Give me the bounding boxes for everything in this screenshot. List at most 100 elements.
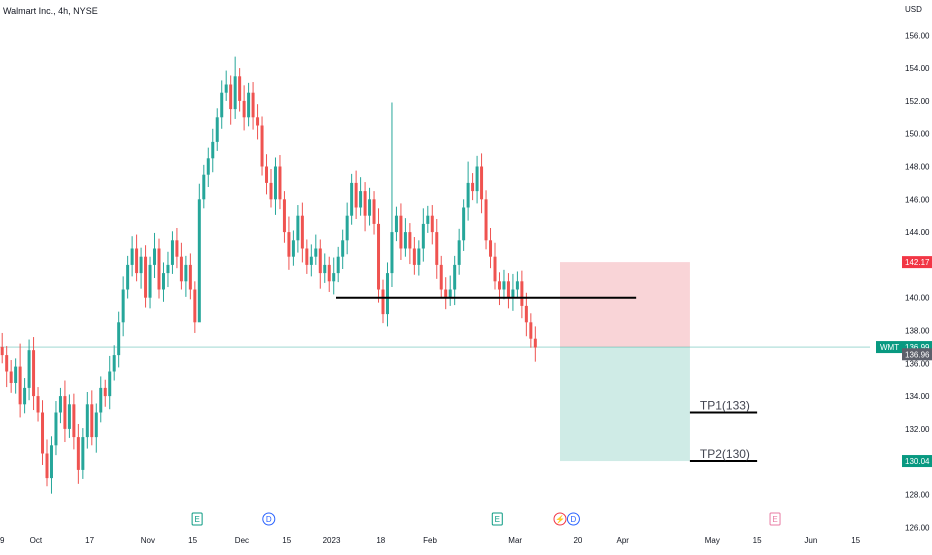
candle-body [439, 264, 443, 290]
candle-body [72, 404, 76, 438]
candle-body [489, 240, 493, 257]
candle-body [41, 412, 45, 454]
candle-body [5, 355, 9, 372]
symbol-badge-price: 136.99 [905, 343, 930, 352]
earnings-event-icon[interactable] [491, 512, 503, 526]
earnings-event-letter: E [772, 515, 777, 524]
candle-body [287, 232, 291, 257]
candle-body [126, 264, 130, 290]
candle-body [417, 248, 421, 265]
candle-body [350, 182, 354, 216]
earnings-event-icon[interactable] [191, 512, 203, 526]
candle-body [444, 289, 448, 298]
stop-loss-zone[interactable] [560, 262, 690, 348]
take-profit-zone[interactable] [560, 347, 690, 462]
candle-body [135, 248, 139, 274]
candle-body [233, 76, 237, 110]
x-tick-label: Jun [804, 536, 817, 545]
candle-body [238, 76, 242, 101]
candle-body [377, 223, 381, 290]
candle-body [502, 281, 506, 290]
currency-label: USD [905, 5, 922, 14]
x-tick-label: 17 [85, 536, 94, 545]
split-event-icon[interactable] [553, 512, 567, 526]
candle-body [394, 215, 398, 233]
y-tick-label: 126.00 [905, 523, 930, 532]
candle-body [153, 248, 157, 265]
candle-body [435, 232, 439, 265]
price-badge-text: 136.96 [905, 350, 930, 359]
x-tick-label: 19 [0, 536, 5, 545]
candle-body [85, 404, 89, 438]
x-tick-label: Apr [616, 536, 629, 545]
candle-body [533, 338, 537, 348]
y-tick-label: 156.00 [905, 31, 930, 40]
candle-body [220, 92, 224, 118]
candle-body [251, 92, 255, 118]
x-tick-label: Nov [141, 536, 155, 545]
candle-body [506, 281, 510, 298]
candle-body [336, 256, 340, 274]
candle-body [166, 264, 170, 274]
earnings-event-icon[interactable] [769, 512, 781, 526]
candle-body [36, 396, 40, 413]
candle-body [224, 84, 228, 93]
x-tick-label: 20 [573, 536, 582, 545]
candle-body [318, 248, 322, 274]
candle-body [197, 199, 201, 323]
price-badge-text: 130.04 [905, 457, 930, 466]
candle-body [323, 264, 327, 274]
dividend-event-icon[interactable] [566, 512, 580, 526]
candle-body [170, 240, 174, 265]
candle-body [242, 100, 246, 118]
candle-body [399, 215, 403, 249]
candle-body [296, 215, 300, 241]
candle-body [368, 199, 372, 216]
x-tick-label: Feb [423, 536, 437, 545]
x-tick-label: 15 [753, 536, 762, 545]
dividend-event-icon[interactable] [262, 512, 276, 526]
split-event-letter: ⚡ [555, 514, 565, 524]
price-badge [902, 256, 932, 269]
price-badge [902, 348, 932, 361]
x-tick-label: May [705, 536, 720, 545]
candle-body [108, 371, 112, 397]
candle-body [269, 182, 273, 200]
y-tick-label: 146.00 [905, 195, 930, 204]
candle-body [23, 387, 27, 405]
candle-body [327, 264, 331, 282]
candle-body [354, 182, 358, 208]
y-tick-label: 128.00 [905, 491, 930, 500]
x-tick-label: Dec [235, 536, 249, 545]
candle-body [18, 366, 22, 405]
candle-body [103, 387, 107, 397]
candle-body [247, 92, 251, 118]
dividend-event-letter: D [571, 515, 577, 524]
y-tick-label: 144.00 [905, 228, 930, 237]
y-axis-panel[interactable] [870, 0, 932, 550]
candle-body [63, 396, 67, 429]
candle-body [0, 346, 4, 356]
candle-body [403, 232, 407, 249]
candle-body [309, 256, 313, 265]
y-tick-label: 132.00 [905, 425, 930, 434]
candle-body [341, 240, 345, 257]
candle-body [90, 404, 94, 438]
candle-body [448, 289, 452, 298]
candle-body [14, 366, 18, 383]
candle-body [497, 281, 501, 290]
y-tick-label: 152.00 [905, 97, 930, 106]
candle-body [175, 240, 179, 257]
candle-body [121, 289, 125, 323]
symbol-badge-name: WMT [880, 343, 899, 352]
x-tick-label: 18 [376, 536, 385, 545]
candle-body [426, 215, 430, 224]
x-tick-label: 15 [188, 536, 197, 545]
candle-body [139, 256, 143, 274]
candle-body [179, 256, 183, 282]
earnings-event-letter: E [194, 515, 199, 524]
candle-body [493, 256, 497, 282]
candle-body [256, 117, 260, 126]
